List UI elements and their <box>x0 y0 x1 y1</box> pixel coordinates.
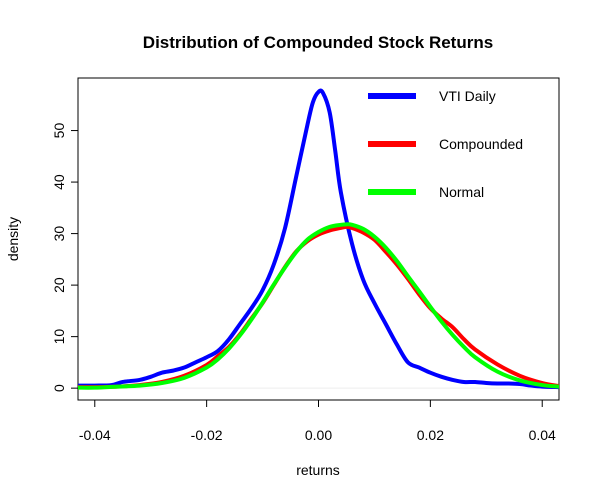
series-line-compounded <box>78 224 559 390</box>
y-tick-label: 30 <box>51 226 67 242</box>
legend-label-vti-daily: VTI Daily <box>439 88 496 104</box>
series-layer <box>78 88 559 390</box>
x-tick-label: 0.02 <box>417 427 444 443</box>
y-tick-label: 10 <box>51 329 67 345</box>
chart-title: Distribution of Compounded Stock Returns <box>143 33 493 52</box>
legend-label-normal: Normal <box>439 184 484 200</box>
series-line-normal <box>78 222 559 390</box>
series-line-vti-daily <box>78 88 559 390</box>
x-axis: -0.04 -0.02 0.00 0.02 0.04 <box>79 399 556 443</box>
legend-label-compounded: Compounded <box>439 136 523 152</box>
x-tick-label: 0.04 <box>529 427 556 443</box>
x-axis-label: returns <box>296 462 340 478</box>
x-tick-label: -0.04 <box>79 427 111 443</box>
y-axis: 0 10 20 30 40 50 <box>51 123 79 392</box>
x-tick-label: 0.00 <box>305 427 332 443</box>
plot-frame <box>77 77 560 401</box>
y-tick-label: 40 <box>51 174 67 190</box>
y-tick-label: 20 <box>51 277 67 293</box>
y-tick-label: 0 <box>51 384 67 392</box>
y-tick-label: 50 <box>51 123 67 139</box>
legend: VTI Daily Compounded Normal <box>368 88 523 200</box>
x-tick-label: -0.02 <box>191 427 223 443</box>
y-axis-label: density <box>5 217 21 261</box>
